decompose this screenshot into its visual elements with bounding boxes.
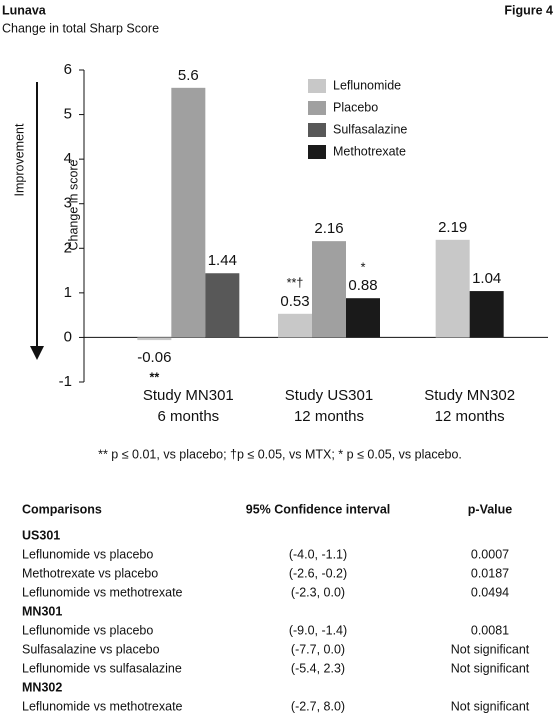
bar [435,239,470,338]
bar [137,337,172,341]
legend-swatch [308,101,326,115]
table-cell: (-4.0, -1.1) [289,547,347,561]
table-cell: 0.0494 [471,585,509,599]
table-cell: Sulfasalazine vs placebo [22,642,160,656]
legend-label: Placebo [333,100,378,114]
x-tick-label: Study MN301 [143,387,234,404]
section-title: MN301 [22,604,62,618]
bar [205,273,240,338]
bar [278,313,312,338]
y-tick-label: 3 [64,195,72,212]
table-cell: (-2.6, -0.2) [289,566,347,580]
table-header: Comparisons [22,502,102,516]
value-label: 5.6 [178,67,199,84]
table-cell: Not significant [451,661,530,675]
significance-note: **† [287,276,304,290]
table-cell: (-9.0, -1.4) [289,623,347,637]
y-tick-label: 6 [64,61,72,78]
y-tick-label: 5 [64,106,72,123]
x-tick-label: Study MN302 [424,387,515,404]
table-cell: (-2.3, 0.0) [291,585,345,599]
legend-swatch [308,123,326,137]
y-tick-label: 1 [64,284,72,301]
table-cell: (-5.4, 2.3) [291,661,345,675]
significance-note: ** [149,370,159,384]
table-cell: 0.0007 [471,547,509,561]
subtitle: Change in total Sharp Score [2,21,159,35]
legend-swatch [308,79,326,93]
table-cell: Leflunomide vs placebo [22,623,153,637]
significance-note: * [361,261,366,275]
x-tick-label: Study US301 [285,387,373,404]
y-tick-label: 2 [64,239,72,256]
y-tick-label: -1 [59,373,72,390]
value-label: 2.19 [438,219,467,236]
table-cell: Methotrexate vs placebo [22,566,158,580]
table-cell: Leflunomide vs placebo [22,547,153,561]
bar [312,241,346,338]
bar [469,291,504,338]
table-cell: 0.0081 [471,623,509,637]
y-tick-label: 4 [64,150,72,167]
x-tick-sublabel: 6 months [157,408,219,425]
y-tick-label: 0 [64,328,72,345]
figure-label: Figure 4 [504,3,553,17]
table-cell: Leflunomide vs methotrexate [22,585,183,599]
side-label: Improvement [12,123,26,196]
value-label: 1.44 [208,252,237,269]
legend-label: Methotrexate [333,144,406,158]
x-tick-sublabel: 12 months [435,408,505,425]
table-cell: Not significant [451,642,530,656]
value-label: 0.53 [280,293,309,310]
table-header: p-Value [468,502,513,516]
value-label: 1.04 [472,270,501,287]
value-label: 0.88 [348,277,377,294]
arrow-head [30,346,44,360]
footnote: ** p ≤ 0.01, vs placebo; †p ≤ 0.05, vs M… [98,447,462,461]
table-header: 95% Confidence interval [246,502,391,516]
y-axis-label: Change in score [66,159,80,250]
value-label: 2.16 [314,220,343,237]
table-cell: Leflunomide vs methotrexate [22,699,183,713]
legend-label: Sulfasalazine [333,122,407,136]
x-tick-sublabel: 12 months [294,408,364,425]
legend-swatch [308,145,326,159]
legend-label: Leflunomide [333,78,401,92]
table-cell: Not significant [451,699,530,713]
bar [346,298,380,338]
table-cell: (-7.7, 0.0) [291,642,345,656]
value-label: -0.06 [137,349,171,366]
table-cell: 0.0187 [471,566,509,580]
table-cell: Leflunomide vs sulfasalazine [22,661,182,675]
section-title: US301 [22,528,60,542]
table-cell: (-2.7, 8.0) [291,699,345,713]
section-title: MN302 [22,680,62,694]
title: Lunava [2,3,47,17]
bar [171,87,206,338]
